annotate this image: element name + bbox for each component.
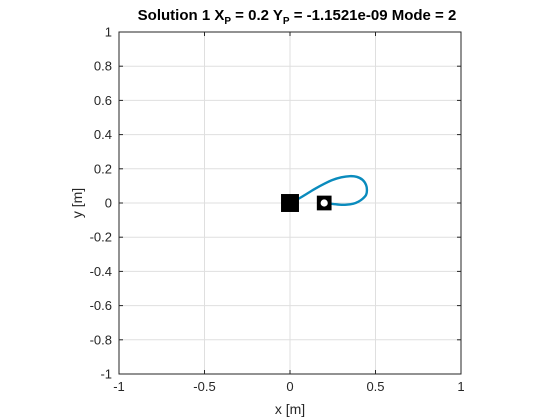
x-axis-label: x [m] xyxy=(275,401,305,417)
y-tick-label: -0.6 xyxy=(90,298,112,313)
series-line-link-curve xyxy=(289,174,369,207)
chart-title: Solution 1 XP = 0.2 YP = -1.1521e-09 Mod… xyxy=(138,7,457,27)
x-tick-label: 1 xyxy=(457,379,464,394)
marker-dot-end-effector xyxy=(320,199,328,207)
y-tick-label: 0 xyxy=(105,196,112,211)
y-tick-label: -1 xyxy=(100,367,112,382)
y-axis-label: y [m] xyxy=(69,188,85,218)
x-tick-label: -1 xyxy=(113,379,125,394)
y-tick-label: 0.4 xyxy=(94,127,112,142)
y-tick-label: -0.8 xyxy=(90,332,112,347)
x-tick-label: 0 xyxy=(286,379,293,394)
y-tick-label: 0.6 xyxy=(94,93,112,108)
x-tick-label: 0.5 xyxy=(366,379,384,394)
y-tick-label: 0.2 xyxy=(94,161,112,176)
x-tick-label: -0.5 xyxy=(193,379,215,394)
marker-base-joint xyxy=(281,194,299,212)
y-tick-label: -0.4 xyxy=(90,264,112,279)
y-tick-label: -0.2 xyxy=(90,230,112,245)
y-tick-label: 0.8 xyxy=(94,59,112,74)
y-tick-label: 1 xyxy=(105,25,112,40)
data-layer xyxy=(281,174,369,212)
ticks: -1 -0.5 0 0.5 1 -1 -0.8 -0.6 -0.4 -0.2 0 0.2 0.4 0.6 0… xyxy=(90,25,465,395)
